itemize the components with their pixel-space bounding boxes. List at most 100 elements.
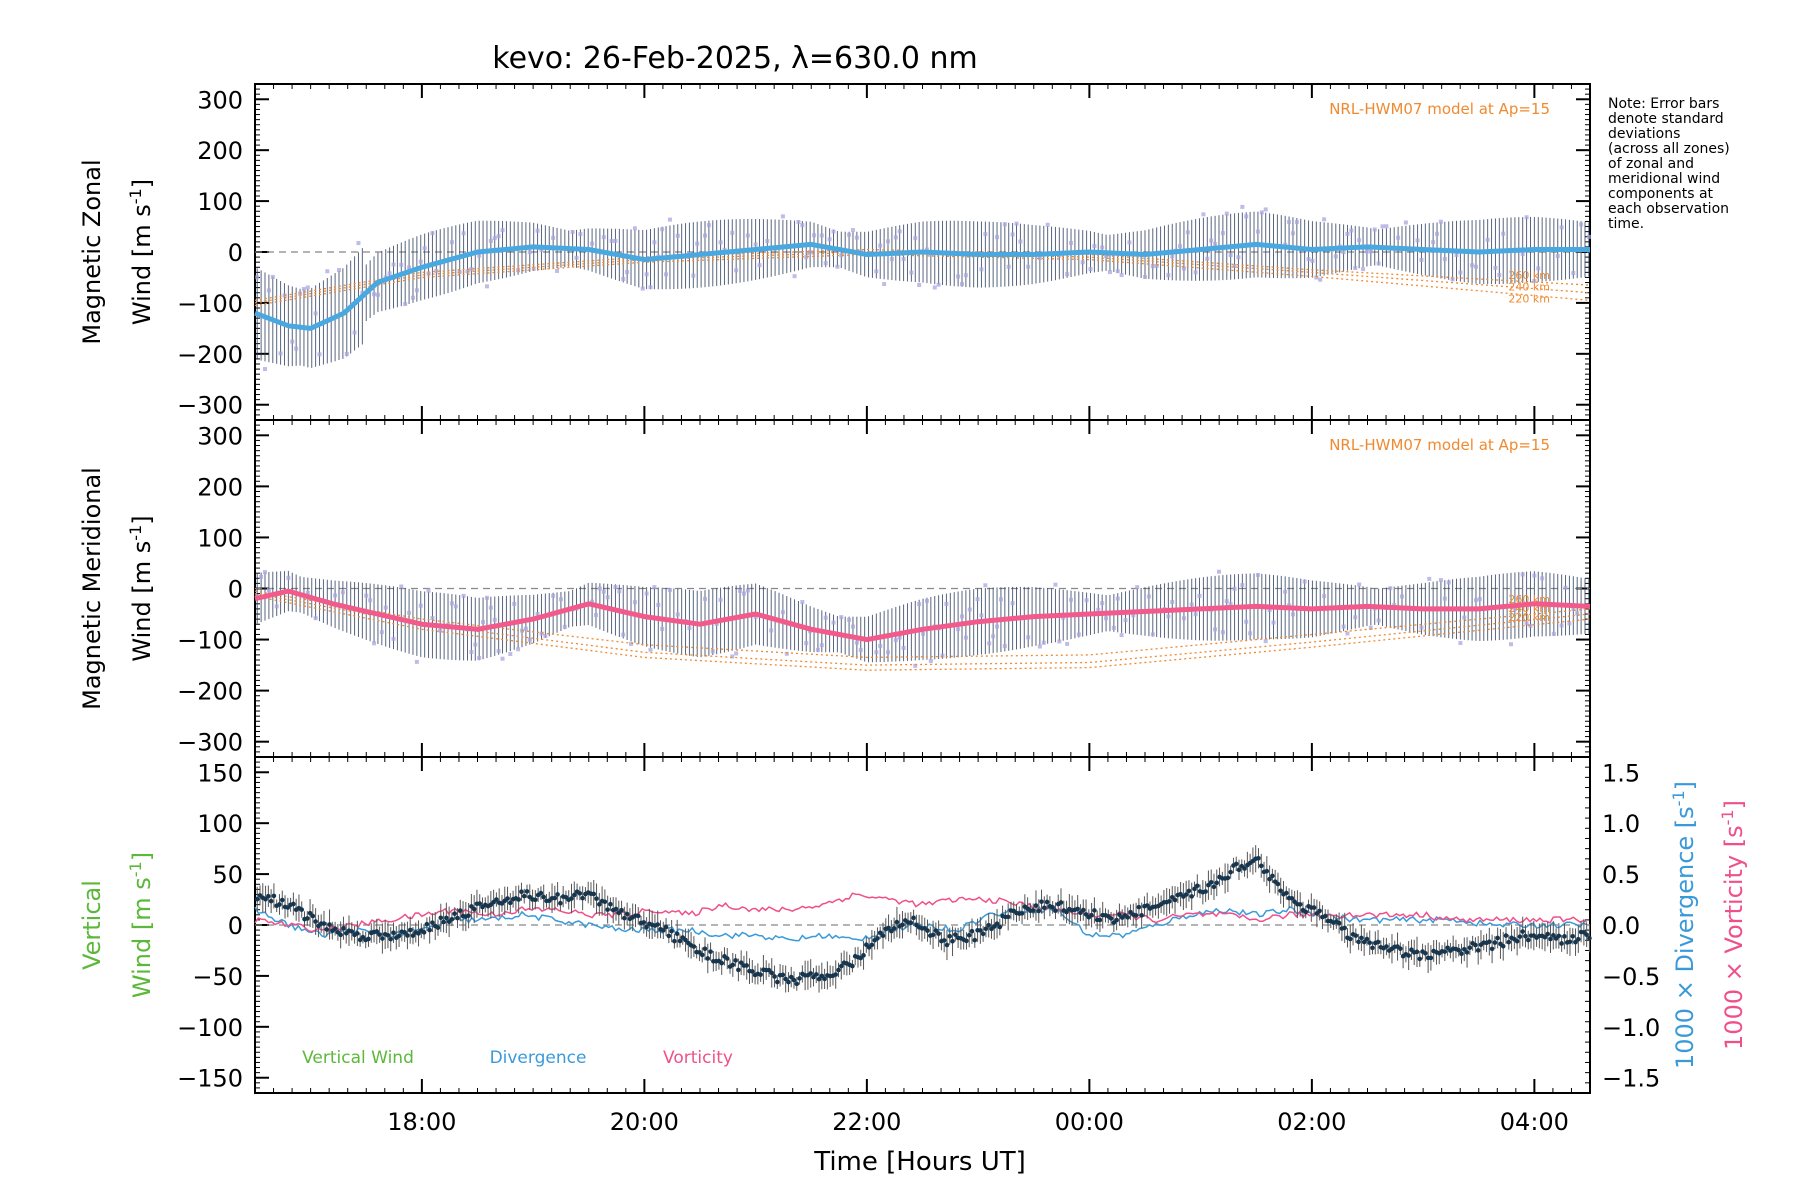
zone-sample-point <box>1213 627 1218 632</box>
zone-sample-point <box>1096 607 1101 612</box>
vertical-wind-point <box>466 913 471 918</box>
zone-sample-point <box>1104 616 1109 621</box>
zone-sample-point <box>1586 234 1591 239</box>
vertical-wind-point <box>1211 884 1217 890</box>
y-tick-label: 0 <box>228 576 243 604</box>
vertical-wind-point <box>1275 881 1281 887</box>
vertical-wind-point <box>471 906 477 912</box>
vertical-wind-point <box>1542 934 1548 940</box>
vertical-wind-point <box>619 907 624 913</box>
note-line: components at <box>1608 186 1714 202</box>
zone-sample-point <box>551 235 556 240</box>
zone-sample-point <box>539 631 544 636</box>
zone-sample-point <box>956 274 961 279</box>
zone-sample-point <box>1396 235 1401 240</box>
zone-sample-point <box>1185 230 1190 235</box>
vertical-wind-point <box>1042 905 1047 911</box>
zone-sample-point <box>391 262 396 267</box>
zone-sample-point <box>1100 245 1105 250</box>
vertical-wind-point <box>1456 947 1462 953</box>
vertical-wind-point <box>377 932 382 937</box>
zone-sample-point <box>1532 573 1537 578</box>
vertical-wind-point <box>591 891 597 897</box>
zone-sample-point <box>372 641 377 646</box>
vertical-wind-point <box>736 967 741 973</box>
zone-sample-point <box>1111 625 1116 630</box>
vertical-wind-point <box>1361 939 1367 945</box>
zone-sample-point <box>1267 608 1272 613</box>
zone-sample-point <box>477 253 482 258</box>
y-tick-label: −100 <box>177 627 243 655</box>
y-tick-label: 200 <box>197 473 243 501</box>
zone-sample-point <box>1353 615 1358 620</box>
vertical-wind-point <box>552 895 558 901</box>
zone-sample-point <box>940 653 945 658</box>
zone-sample-point <box>975 597 980 602</box>
vertical-wind-point <box>691 944 697 949</box>
zone-sample-point <box>520 628 524 633</box>
zone-sample-point <box>718 597 723 602</box>
vertical-wind-point <box>1297 902 1303 907</box>
y-tick-label: 200 <box>197 137 243 165</box>
vertical-wind-point <box>341 925 346 931</box>
zone-sample-point <box>917 282 922 287</box>
zone-sample-point <box>1520 251 1525 256</box>
zone-sample-point <box>632 600 637 605</box>
zone-sample-point <box>1450 277 1455 282</box>
zone-sample-point <box>1368 249 1373 254</box>
vertical-wind-point <box>724 956 730 961</box>
vertical-wind-point <box>933 928 939 933</box>
zone-sample-point <box>562 624 567 629</box>
y-tick-label: −200 <box>177 341 243 369</box>
zone-sample-point <box>893 638 898 643</box>
zone-sample-point <box>730 654 735 659</box>
zone-sample-point <box>1333 254 1338 259</box>
vertical-wind-point <box>861 953 866 958</box>
zone-sample-point <box>313 616 318 621</box>
zone-sample-point <box>1166 273 1171 278</box>
vertical-wind-point <box>1139 913 1144 918</box>
vertical-wind-point <box>708 949 713 954</box>
zone-sample-point <box>924 247 929 252</box>
zone-sample-point <box>1353 266 1358 271</box>
zone-sample-point <box>901 645 906 650</box>
zone-sample-point <box>1170 599 1175 604</box>
vertical-wind-point <box>1058 900 1064 905</box>
vertical-wind-point <box>1075 906 1080 912</box>
vertical-wind-point <box>983 926 989 932</box>
vertical-wind-point <box>978 928 983 933</box>
zone-sample-point <box>886 239 891 244</box>
zone-sample-point <box>823 615 828 620</box>
zone-sample-point <box>1283 589 1288 594</box>
vertical-wind-point <box>941 938 947 943</box>
zone-sample-point <box>1259 210 1264 215</box>
zone-sample-point <box>1555 254 1560 259</box>
zone-sample-point <box>1528 623 1533 628</box>
zone-sample-point <box>983 583 988 588</box>
vertical-wind-point <box>396 933 402 939</box>
zone-sample-point <box>259 574 264 579</box>
zone-sample-point <box>352 330 357 335</box>
zone-sample-point <box>414 659 419 664</box>
vertical-wind-point <box>441 919 446 925</box>
zone-sample-point <box>1255 229 1260 234</box>
zone-sample-point <box>1462 615 1467 620</box>
vertical-wind-point <box>1492 940 1498 945</box>
zone-sample-point <box>1037 644 1042 649</box>
vertical-wind-point <box>307 910 313 916</box>
zone-sample-point <box>590 241 595 246</box>
model-curve <box>254 253 1591 307</box>
vertical-wind-point <box>908 920 914 926</box>
zone-sample-point <box>418 259 423 264</box>
vertical-wind-point <box>254 896 260 902</box>
y-tick-label: 0 <box>228 239 243 267</box>
vertical-wind-point <box>819 973 825 979</box>
zone-sample-point <box>570 229 575 234</box>
zone-sample-point <box>1088 267 1093 272</box>
zone-sample-point <box>1349 228 1354 233</box>
vertical-wind-point <box>1423 950 1428 956</box>
zone-sample-point <box>1216 569 1221 574</box>
zone-sample-point <box>360 290 365 295</box>
vertical-wind-point <box>1347 936 1353 942</box>
vertical-wind-point <box>1208 879 1214 885</box>
